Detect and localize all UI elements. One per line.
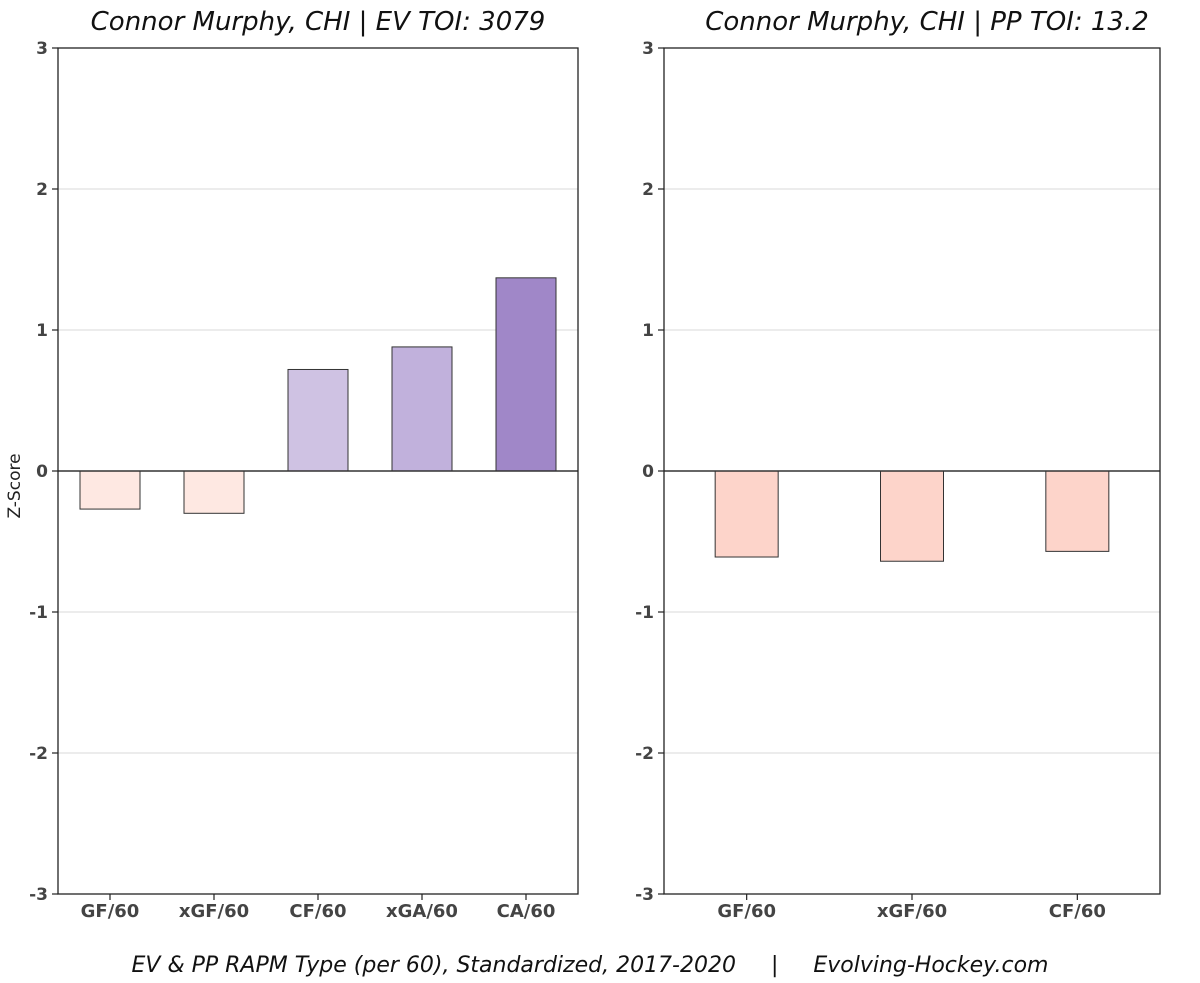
y-tick-label: -3 (29, 885, 48, 905)
y-tick-label: 0 (642, 462, 654, 482)
ev-rapm-panel: Connor Murphy, CHI | EV TOI: 3079 Z-Score… (5, 7, 579, 922)
bar-ca-60 (495, 277, 557, 472)
x-tick-label: xGF/60 (877, 901, 947, 922)
bar-xgf-60 (880, 470, 944, 562)
y-tick-label: 0 (36, 462, 48, 482)
x-tick-label: CA/60 (497, 901, 556, 922)
y-axis-label: Z-Score (5, 453, 25, 518)
y-tick-label: 1 (642, 321, 654, 341)
y-tick-label: 1 (36, 321, 48, 341)
y-tick-label: 2 (642, 180, 654, 200)
y-tick-label: -1 (29, 603, 48, 623)
x-tick-label: GF/60 (717, 901, 776, 922)
x-tick-label: GF/60 (81, 901, 140, 922)
pp-rapm-panel: Connor Murphy, CHI | PP TOI: 13.2 -3 -2 -1 0… (635, 7, 1161, 922)
bar-cf-60 (1045, 470, 1110, 552)
y-tick-label: -2 (635, 744, 654, 764)
x-tick-label: xGF/60 (179, 901, 249, 922)
y-tick-label: -1 (635, 603, 654, 623)
bar-gf-60 (79, 470, 141, 510)
y-tick-label: 3 (36, 39, 48, 59)
bar-cf-60 (287, 368, 349, 472)
y-tick-label: 2 (36, 180, 48, 200)
figure-caption: EV & PP RAPM Type (per 60), Standardized… (132, 953, 1049, 978)
bar-gf-60 (714, 470, 779, 558)
chart-title: Connor Murphy, CHI | PP TOI: 13.2 (705, 7, 1149, 37)
y-tick-label: -3 (635, 885, 654, 905)
plot-frame (57, 47, 579, 895)
x-tick-label: CF/60 (1049, 901, 1106, 922)
y-tick-label: -2 (29, 744, 48, 764)
chart-title: Connor Murphy, CHI | EV TOI: 3079 (91, 7, 546, 37)
plot-frame (663, 47, 1161, 895)
y-tick-label: 3 (642, 39, 654, 59)
x-tick-label: xGA/60 (386, 901, 458, 922)
bar-xga-60 (391, 346, 453, 472)
x-tick-label: CF/60 (289, 901, 346, 922)
bar-xgf-60 (183, 470, 245, 514)
